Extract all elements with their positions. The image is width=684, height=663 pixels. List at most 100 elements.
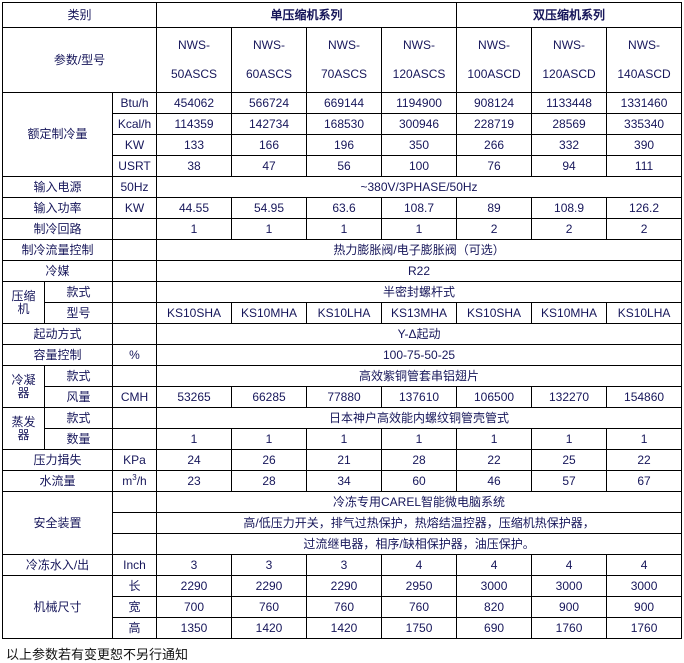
model-prefix: NWS- bbox=[403, 38, 436, 53]
cell-circuit-6: 2 bbox=[531, 218, 608, 240]
cell-comp-model-1: KS10SHA bbox=[156, 302, 233, 324]
cell-circuit-3: 1 bbox=[306, 218, 383, 240]
group-label-compressor: 压缩 机 bbox=[2, 281, 45, 324]
table-row-evaporator-qty: 数量 1 1 1 1 1 1 1 bbox=[3, 428, 683, 450]
unit-percent: % bbox=[111, 344, 158, 366]
table-row-compressor-type: 压缩 机 款式 半密封螺杆式 bbox=[2, 281, 683, 324]
cell-dim-width-7: 900 bbox=[606, 596, 683, 618]
table-row-dim-length: 机械尺寸 长 2290 2290 2290 2950 3000 3000 300… bbox=[2, 575, 683, 639]
group-label-condenser: 冷凝 器 bbox=[2, 365, 45, 408]
label-power-supply: 输入电源 bbox=[2, 176, 113, 198]
model-prefix: NWS- bbox=[628, 38, 661, 53]
model-gap bbox=[608, 52, 680, 68]
table-row-category: 类别 单压缩机系列 双压缩机系列 bbox=[1, 2, 683, 28]
cell-kw-7: 390 bbox=[606, 134, 683, 156]
cell-circuit-5: 2 bbox=[456, 218, 533, 240]
cell-dim-width-3: 760 bbox=[306, 596, 383, 618]
table-row-pressure-drop: 压力揖失 KPa 24 26 21 28 22 25 22 bbox=[2, 449, 683, 471]
cell-dim-height-4: 1750 bbox=[381, 617, 458, 639]
table-row-capacity-control: 容量控制 % 100-75-50-25 bbox=[2, 344, 683, 366]
cell-air-volume-1: 53265 bbox=[156, 386, 233, 408]
cell-dim-height-1: 1350 bbox=[156, 617, 233, 639]
unit-m3h-sup: 3 bbox=[132, 473, 137, 483]
cell-evap-qty-7: 1 bbox=[606, 428, 683, 450]
cell-usrt-3: 56 bbox=[306, 155, 383, 177]
cell-dim-width-5: 820 bbox=[456, 596, 533, 618]
model-col-4: NWS- 120ASCS bbox=[381, 27, 458, 93]
group-label-evaporator-line2: 器 bbox=[17, 427, 30, 442]
cell-comp-model-7: KS10LHA bbox=[606, 302, 683, 324]
model-gap bbox=[233, 52, 305, 68]
cell-input-power-7: 126.2 bbox=[606, 197, 683, 219]
table-row-safety-1: 安全装置 冷冻专用CAREL智能微电脑系统 bbox=[2, 491, 683, 555]
cell-comp-model-2: KS10MHA bbox=[231, 302, 308, 324]
cell-usrt-6: 94 bbox=[531, 155, 608, 177]
cell-dim-length-4: 2950 bbox=[381, 575, 458, 597]
cell-chilled-water-6: 4 bbox=[531, 554, 608, 576]
value-start-mode: Y-Δ起动 bbox=[156, 323, 683, 345]
cell-dim-length-5: 3000 bbox=[456, 575, 533, 597]
label-evaporator-type: 款式 bbox=[44, 407, 113, 429]
cell-evap-qty-6: 1 bbox=[531, 428, 608, 450]
label-chilled-water: 冷冻水入/出 bbox=[2, 554, 113, 576]
cell-chilled-water-5: 4 bbox=[456, 554, 533, 576]
cell-air-volume-6: 132270 bbox=[531, 386, 608, 408]
model-gap bbox=[158, 52, 230, 68]
cell-usrt-7: 111 bbox=[606, 155, 683, 177]
cell-chilled-water-7: 4 bbox=[606, 554, 683, 576]
model-suffix: 120ASCD bbox=[542, 67, 596, 81]
cell-dim-height-7: 1760 bbox=[606, 617, 683, 639]
value-safety-2: 高/低压力开关，排气过热保护，热熔结温控器，压缩机热保护器， bbox=[156, 512, 683, 534]
cell-usrt-4: 100 bbox=[381, 155, 458, 177]
cell-dim-length-7: 3000 bbox=[606, 575, 683, 597]
cell-pressure-drop-7: 22 bbox=[606, 449, 683, 471]
table-row-models: 参数/型号 NWS- 50ASCS NWS- 60ASCS NWS- 70ASC… bbox=[1, 27, 683, 93]
cell-air-volume-5: 106500 bbox=[456, 386, 533, 408]
model-gap bbox=[533, 52, 605, 68]
unit-kw: KW bbox=[111, 134, 158, 156]
footnote-disclaimer: 以上参数若有变更恕不另行通知 bbox=[6, 647, 189, 662]
model-col-1: NWS- 50ASCS bbox=[156, 27, 233, 93]
cell-kw-3: 196 bbox=[306, 134, 383, 156]
cell-input-power-3: 63.6 bbox=[306, 197, 383, 219]
value-evaporator-type: 日本神户高效能内螺纹铜管壳管式 bbox=[156, 407, 683, 429]
cell-kw-2: 166 bbox=[231, 134, 308, 156]
cell-evap-qty-1: 1 bbox=[156, 428, 233, 450]
cell-pressure-drop-2: 26 bbox=[231, 449, 308, 471]
cell-pressure-drop-4: 28 bbox=[381, 449, 458, 471]
group-label-compressor-line2: 机 bbox=[17, 301, 30, 316]
cell-chilled-water-1: 3 bbox=[156, 554, 233, 576]
cell-input-power-2: 54.95 bbox=[231, 197, 308, 219]
unit-safety-empty-3 bbox=[111, 533, 158, 555]
cell-circuit-1: 1 bbox=[156, 218, 233, 240]
cell-dim-width-1: 700 bbox=[156, 596, 233, 618]
table-row-evaporator-type: 蒸发 器 款式 日本神户高效能内螺纹铜管壳管式 bbox=[2, 407, 683, 450]
cell-pressure-drop-3: 21 bbox=[306, 449, 383, 471]
unit-m3h-tail: /h bbox=[136, 474, 147, 489]
label-water-flow: 水流量 bbox=[2, 470, 113, 492]
cell-pressure-drop-5: 22 bbox=[456, 449, 533, 471]
cell-input-power-5: 89 bbox=[456, 197, 533, 219]
cell-circuit-4: 1 bbox=[381, 218, 458, 240]
unit-evap-qty-empty bbox=[111, 428, 158, 450]
cell-water-flow-3: 34 bbox=[306, 470, 383, 492]
cell-evap-qty-2: 1 bbox=[231, 428, 308, 450]
label-refrigerant: 冷媒 bbox=[2, 260, 113, 282]
cell-chilled-water-2: 3 bbox=[231, 554, 308, 576]
label-compressor-model: 型号 bbox=[44, 302, 113, 324]
cell-usrt-2: 47 bbox=[231, 155, 308, 177]
model-gap bbox=[458, 52, 530, 68]
label-condenser-type: 款式 bbox=[44, 365, 113, 387]
cell-btuh-1: 454062 bbox=[156, 92, 233, 114]
cell-kcalh-1: 114359 bbox=[156, 113, 233, 135]
group-label-compressor-line1: 压缩 bbox=[11, 288, 36, 303]
cell-dim-length-3: 2290 bbox=[306, 575, 383, 597]
model-suffix: 100ASCD bbox=[467, 67, 521, 81]
cell-kcalh-5: 228719 bbox=[456, 113, 533, 135]
group-label-safety: 安全装置 bbox=[2, 491, 113, 555]
group-label-evaporator: 蒸发 器 bbox=[2, 407, 45, 450]
value-power-supply: ~380V/3PHASE/50Hz bbox=[156, 176, 683, 198]
cell-water-flow-6: 57 bbox=[531, 470, 608, 492]
table-row-input-power: 输入功率 KW 44.55 54.95 63.6 108.7 89 108.9 … bbox=[2, 197, 683, 219]
